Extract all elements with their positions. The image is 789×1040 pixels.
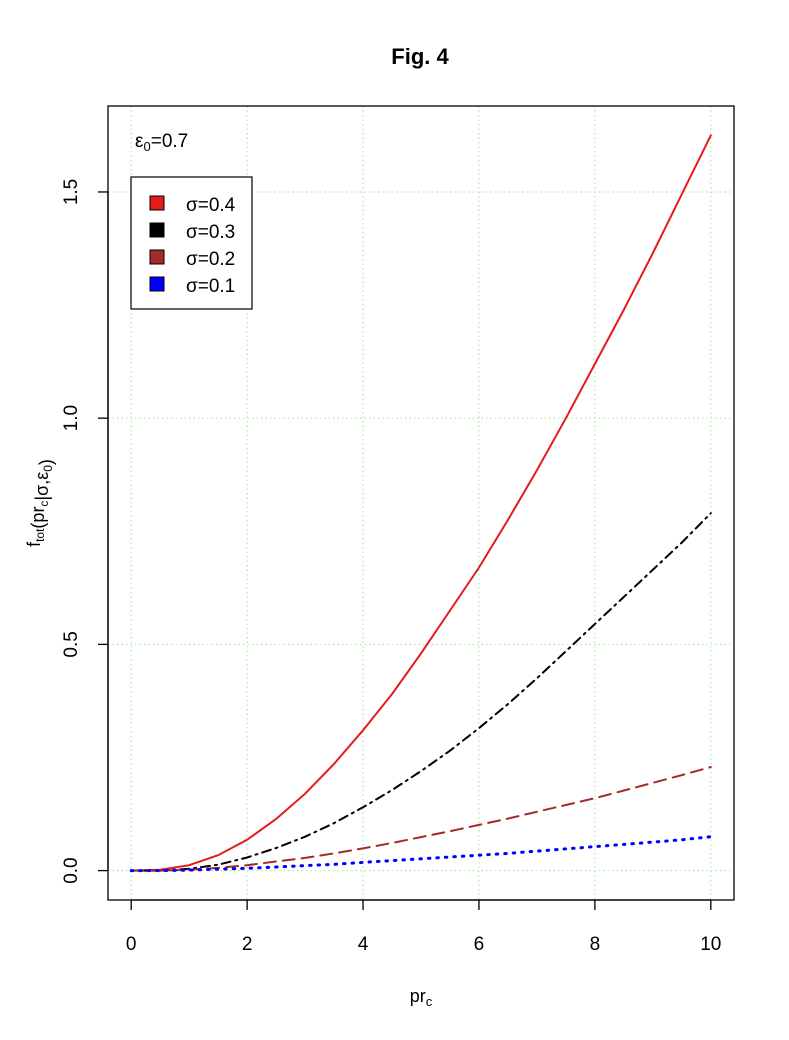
series-group: [129, 134, 713, 873]
y-label-subscript: tot: [33, 528, 47, 542]
legend-swatch: [149, 222, 165, 238]
y-tick-label: 1.5: [61, 179, 82, 205]
y-label-subscript: 0: [41, 465, 55, 472]
x-tick-label: 10: [700, 934, 721, 955]
x-tick-label: 2: [242, 934, 253, 955]
x-tick-label: 0: [126, 934, 137, 955]
epsilon-annotation: ε0=0.7: [135, 131, 188, 154]
series-line-4: [129, 835, 713, 873]
legend-label: σ=0.1: [186, 276, 235, 297]
axes: 0 2 4 6 8 10 0.0 0.5 1.0 1.5: [61, 179, 721, 955]
legend-label: σ=0.3: [186, 222, 235, 243]
x-label-subscript: c: [426, 994, 433, 1009]
legend-swatch: [149, 195, 165, 211]
x-tick-label: 6: [474, 934, 485, 955]
y-tick-label: 0.0: [61, 857, 82, 883]
x-axis-label: prc: [410, 986, 433, 1009]
series-line-1: [130, 134, 712, 872]
legend-swatch: [149, 276, 165, 292]
chart-title: Fig. 4: [391, 44, 449, 69]
legend: σ=0.4 σ=0.3 σ=0.2 σ=0.1: [130, 176, 253, 310]
x-tick-label: 4: [358, 934, 369, 955]
legend-swatch: [149, 249, 165, 265]
series-line-2: [130, 512, 712, 872]
legend-label: σ=0.2: [186, 249, 235, 270]
y-tick-label: 0.5: [61, 631, 82, 657]
x-tick-label: 8: [590, 934, 601, 955]
legend-label: σ=0.4: [186, 195, 236, 216]
y-label-subscript: c: [37, 501, 51, 507]
series-line-3: [130, 766, 712, 872]
y-tick-label: 1.0: [61, 405, 82, 431]
annotation-subscript: 0: [143, 139, 150, 154]
y-axis-label: ftot(prc|σ,ε0): [24, 459, 56, 547]
